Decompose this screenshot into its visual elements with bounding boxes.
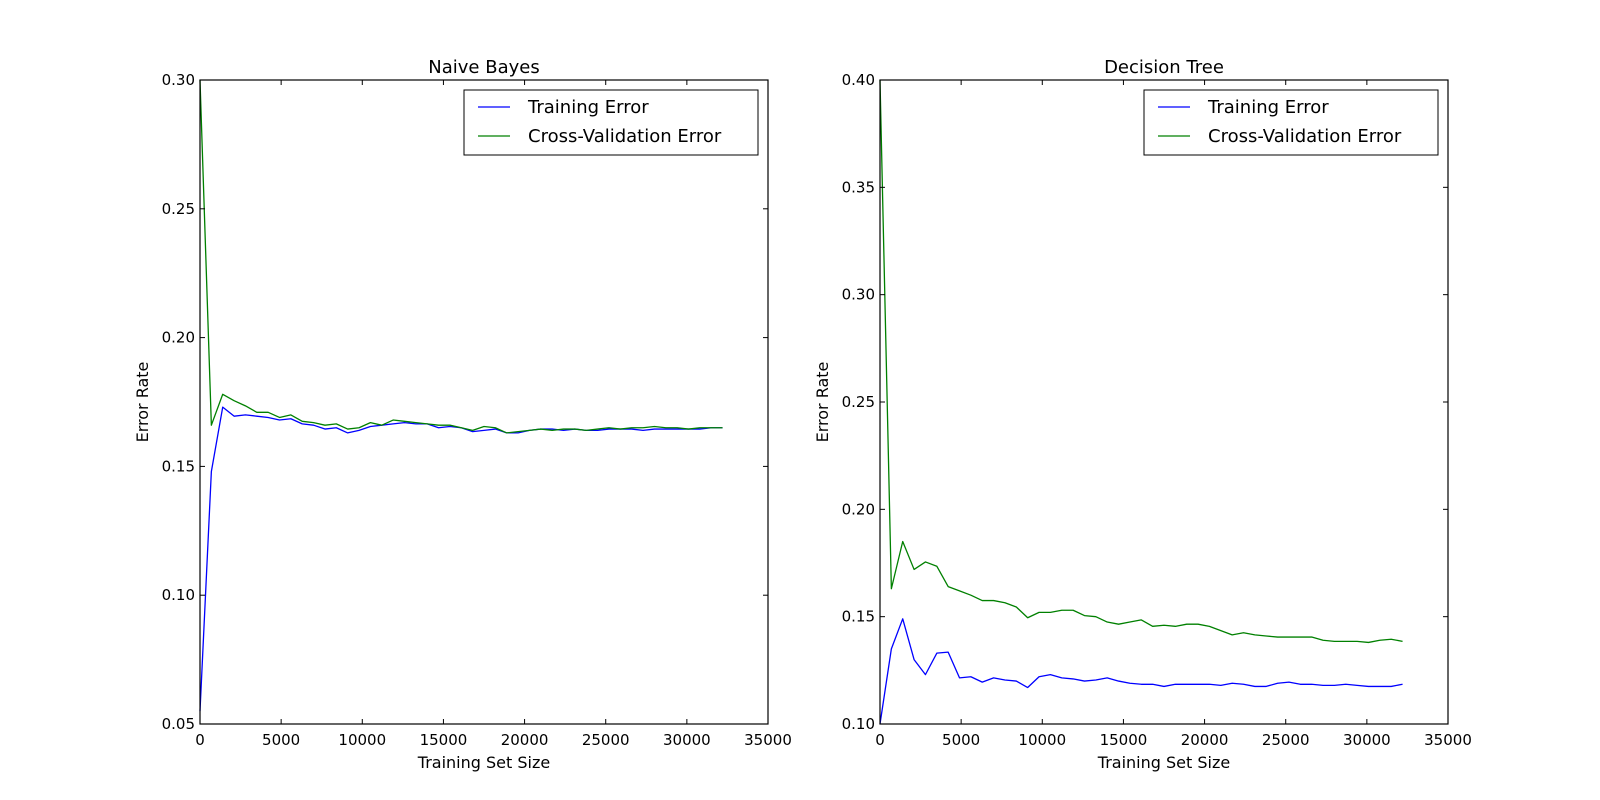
chart-title: Decision Tree	[1104, 57, 1224, 78]
x-axis-label: Training Set Size	[1097, 753, 1230, 772]
x-tick-label: 5000	[942, 731, 980, 749]
x-tick-label: 30000	[1343, 731, 1391, 749]
legend: Training Error Cross-Validation Error	[463, 89, 759, 156]
y-tick-label: 0.10	[162, 586, 195, 604]
x-tick-label: 10000	[338, 731, 386, 749]
x-tick-label: 15000	[1100, 731, 1148, 749]
decision-tree-chart: Decision Tree Training Set Size Error Ra…	[813, 57, 1472, 772]
legend: Training Error Cross-Validation Error	[1143, 89, 1439, 156]
x-tick-label: 35000	[1424, 731, 1472, 749]
y-tick-label: 0.40	[842, 71, 875, 89]
series-line-training-error	[199, 406, 723, 712]
x-axis-label: Training Set Size	[417, 753, 550, 772]
y-tick-label: 0.20	[842, 500, 875, 518]
plot-area-frame	[199, 79, 769, 725]
y-tick-label: 0.25	[842, 393, 875, 411]
y-tick-label: 0.20	[162, 329, 195, 347]
y-tick-label: 0.15	[162, 457, 195, 475]
y-tick-label: 0.10	[842, 715, 875, 733]
x-tick-label: 20000	[501, 731, 549, 749]
legend-box	[463, 89, 759, 156]
x-tick-label: 35000	[744, 731, 792, 749]
legend-entry-label: Cross-Validation Error	[528, 126, 722, 147]
legend-entry-label: Cross-Validation Error	[1208, 126, 1402, 147]
y-tick-label: 0.35	[842, 178, 875, 196]
x-tick-label: 20000	[1181, 731, 1229, 749]
x-tick-label: 25000	[582, 731, 630, 749]
y-tick-label: 0.25	[162, 200, 195, 218]
y-tick-label: 0.05	[162, 715, 195, 733]
x-tick-label: 30000	[663, 731, 711, 749]
legend-entry-label: Training Error	[1207, 97, 1329, 118]
y-tick-label: 0.15	[842, 608, 875, 626]
x-tick-label: 15000	[420, 731, 468, 749]
x-tick-label: 25000	[1262, 731, 1310, 749]
series-line-cross-validation-error	[199, 79, 723, 434]
x-tick-label: 0	[875, 731, 885, 749]
legend-entry-label: Training Error	[527, 97, 649, 118]
series-line-cross-validation-error	[879, 79, 1403, 644]
x-tick-label: 10000	[1018, 731, 1066, 749]
series-line-training-error	[879, 618, 1403, 725]
legend-box	[1143, 89, 1439, 156]
y-axis-label: Error Rate	[133, 362, 152, 443]
y-tick-label: 0.30	[162, 71, 195, 89]
chart-title: Naive Bayes	[428, 57, 539, 78]
plot-area-frame	[879, 79, 1449, 725]
naive-bayes-chart: Naive Bayes Training Set Size Error Rate…	[133, 57, 792, 772]
x-tick-label: 0	[195, 731, 205, 749]
x-tick-label: 5000	[262, 731, 300, 749]
y-axis-label: Error Rate	[813, 362, 832, 443]
y-tick-label: 0.30	[842, 286, 875, 304]
